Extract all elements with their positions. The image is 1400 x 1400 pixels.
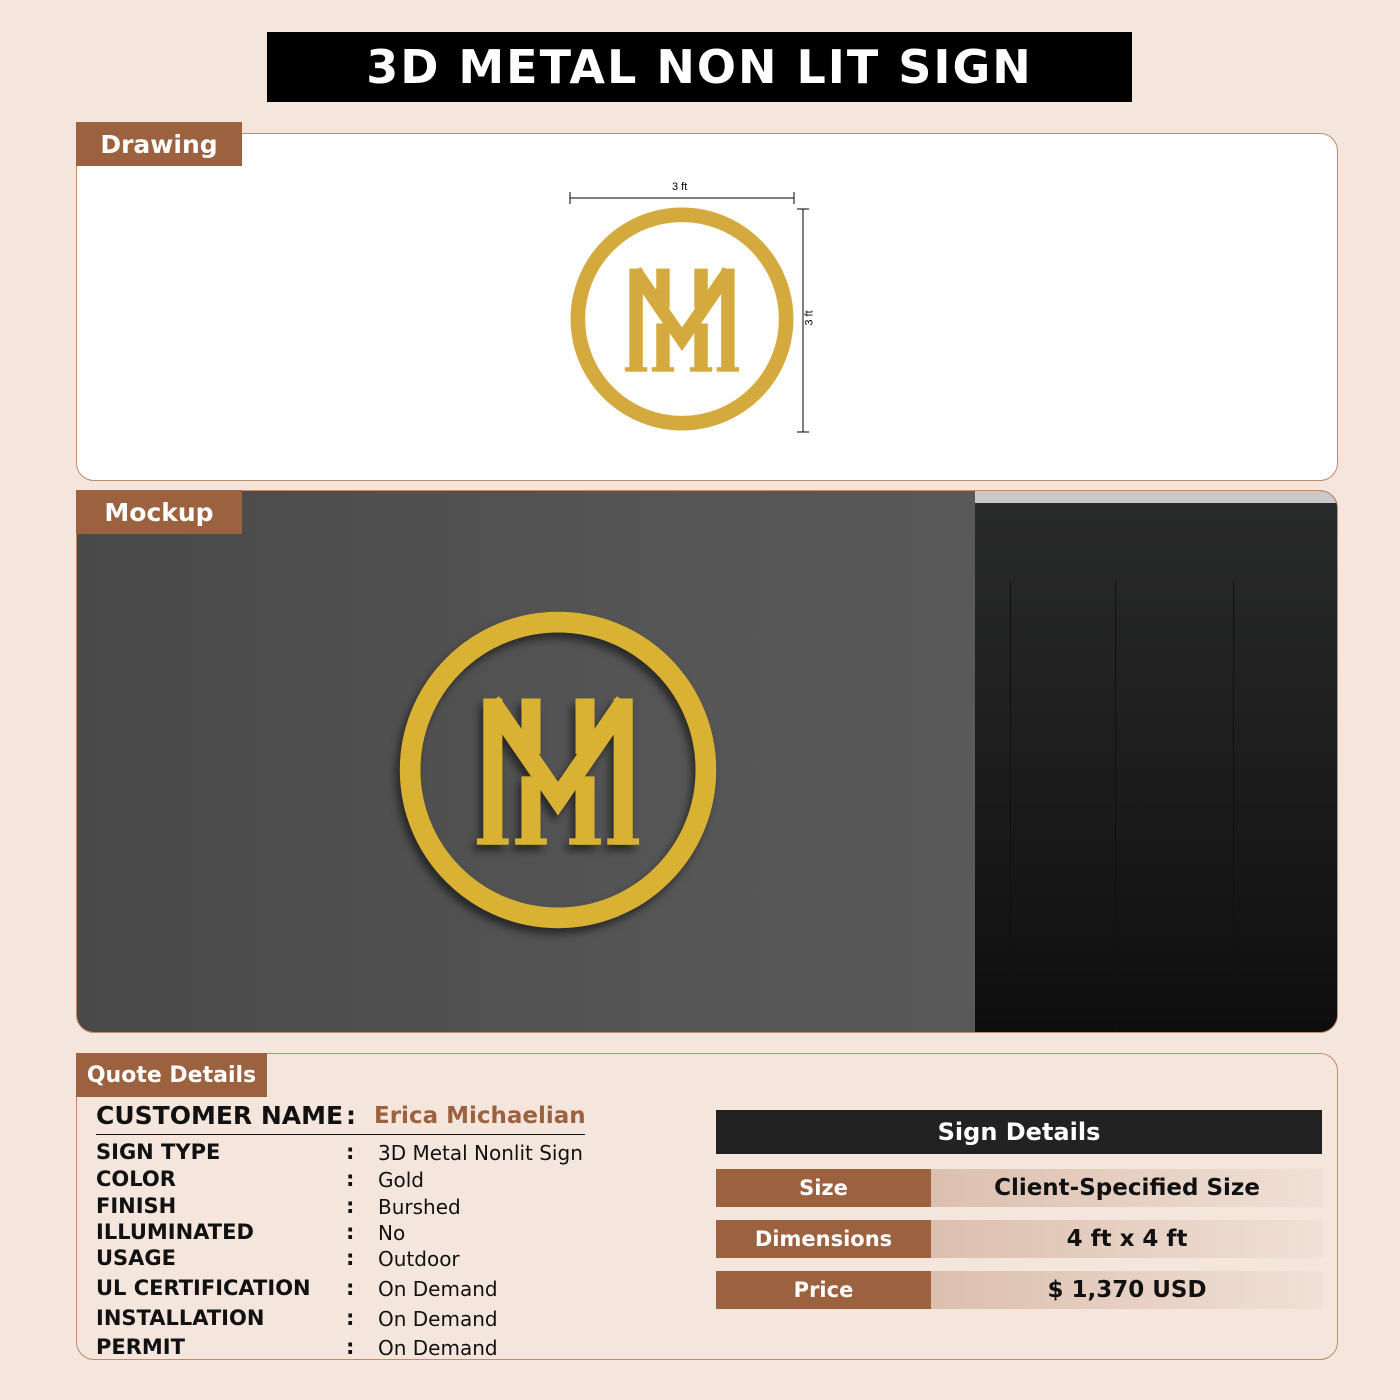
separator: : [346,1306,355,1330]
separator: : [346,1140,355,1164]
separator: : [346,1335,355,1359]
quote-row-value: On Demand [378,1336,498,1360]
sign-detail-value: $ 1,370 USD [931,1271,1323,1309]
width-dimension-label: 3 ft [672,181,688,193]
separator: : [346,1246,355,1270]
quote-row-value: Burshed [378,1195,461,1219]
sign-detail-value: Client-Specified Size [931,1169,1323,1207]
logo-drawing-icon [570,207,794,431]
dark-wall [975,491,1337,1032]
customer-name-label: CUSTOMER NAME [96,1101,344,1130]
height-dimension-label: 3 ft [803,310,816,326]
quote-row-label: COLOR [96,1167,176,1191]
sign-detail-label: Size [716,1169,931,1207]
quote-row-value: On Demand [378,1277,498,1301]
sign-details-header: Sign Details [716,1110,1322,1154]
mockup-panel [76,490,1338,1033]
sign-detail-label: Price [716,1271,931,1309]
quote-row-label: ILLUMINATED [96,1220,254,1244]
sign-detail-value: 4 ft x 4 ft [931,1220,1323,1258]
divider [96,1134,585,1135]
quote-row-label: UL CERTIFICATION [96,1276,311,1300]
sign-detail-label: Dimensions [716,1220,931,1258]
quote-row-value: On Demand [378,1307,498,1331]
quote-row-value: Gold [378,1168,424,1192]
quote-row-label: PERMIT [96,1335,185,1359]
customer-name-value: Erica Michaelian [374,1103,586,1129]
drawing-panel: 3 ft 3 ft [76,133,1338,481]
quote-row-value: No [378,1221,406,1245]
mockup-tab-label: Mockup [76,490,242,534]
separator: : [346,1220,355,1244]
separator: : [346,1101,356,1130]
separator: : [346,1276,355,1300]
quote-row-label: INSTALLATION [96,1306,265,1330]
logo-mockup-icon [399,611,717,929]
dimension-lines [569,192,809,433]
page-title: 3D METAL NON LIT SIGN [267,32,1132,102]
quote-row-label: SIGN TYPE [96,1140,221,1164]
quote-tab-label: Quote Details [76,1053,267,1097]
quote-row-label: USAGE [96,1246,177,1270]
quote-row-value: Outdoor [378,1247,460,1271]
separator: : [346,1194,355,1218]
drawing-tab-label: Drawing [76,122,242,166]
quote-row-label: FINISH [96,1194,177,1218]
separator: : [346,1167,355,1191]
quote-row-value: 3D Metal Nonlit Sign [378,1141,583,1165]
